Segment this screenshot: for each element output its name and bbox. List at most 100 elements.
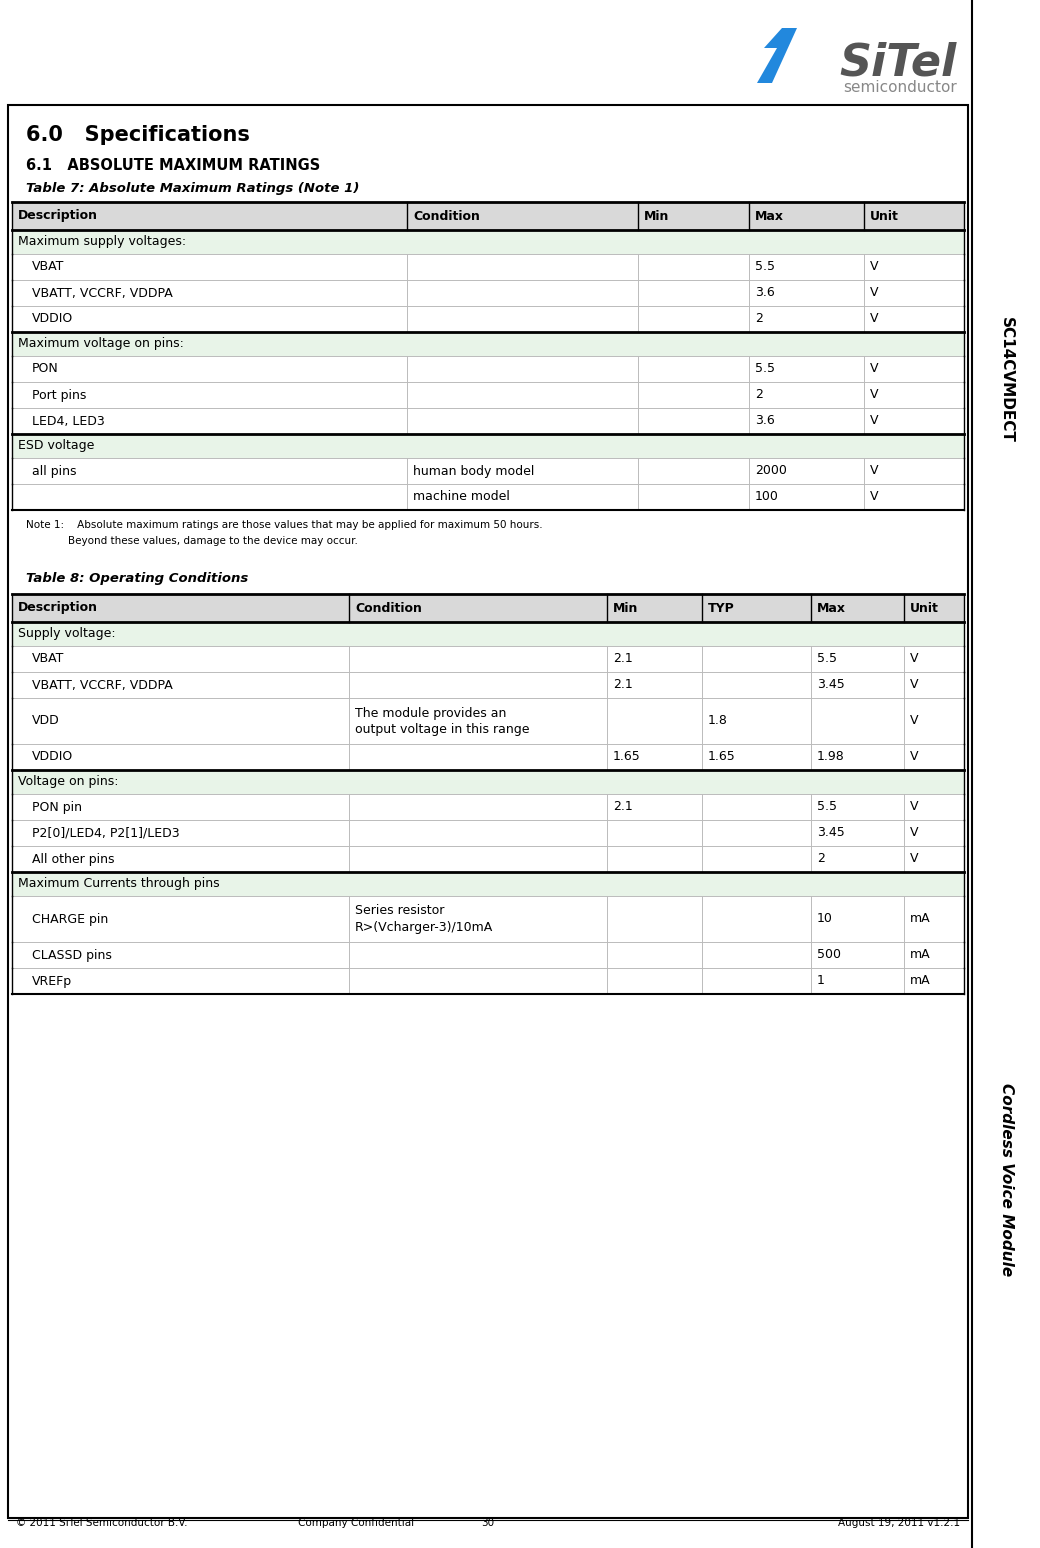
- Text: Description: Description: [18, 209, 98, 223]
- Bar: [12, 943, 964, 968]
- Text: V: V: [910, 653, 918, 666]
- Text: Port pins: Port pins: [32, 389, 86, 401]
- Text: V: V: [870, 491, 879, 503]
- Text: V: V: [870, 362, 879, 376]
- Text: 5.5: 5.5: [817, 653, 837, 666]
- Text: 2000: 2000: [755, 464, 787, 477]
- Bar: [12, 485, 964, 509]
- Text: 2: 2: [755, 313, 763, 325]
- Text: 2: 2: [755, 389, 763, 401]
- Text: 2.1: 2.1: [613, 653, 632, 666]
- Bar: [12, 794, 964, 820]
- Text: August 19, 2011 v1.2.1: August 19, 2011 v1.2.1: [838, 1519, 960, 1528]
- Text: 2: 2: [817, 853, 825, 865]
- Text: Series resistor: Series resistor: [355, 904, 444, 918]
- Text: 30: 30: [482, 1519, 495, 1528]
- Text: Condition: Condition: [355, 602, 422, 615]
- Bar: [12, 896, 964, 943]
- Bar: [12, 698, 964, 745]
- Text: 500: 500: [817, 949, 841, 961]
- Text: Note 1:    Absolute maximum ratings are those values that may be applied for max: Note 1: Absolute maximum ratings are tho…: [26, 520, 543, 529]
- Text: all pins: all pins: [32, 464, 77, 477]
- Text: Maximum voltage on pins:: Maximum voltage on pins:: [18, 337, 184, 350]
- Bar: [12, 745, 964, 769]
- Text: Description: Description: [18, 602, 98, 615]
- Text: VBATT, VCCRF, VDDPA: VBATT, VCCRF, VDDPA: [32, 678, 173, 692]
- Text: V: V: [910, 751, 918, 763]
- Text: 2.1: 2.1: [613, 678, 632, 692]
- Text: 6.1   ABSOLUTE MAXIMUM RATINGS: 6.1 ABSOLUTE MAXIMUM RATINGS: [26, 158, 320, 173]
- Bar: [12, 646, 964, 672]
- Text: V: V: [870, 415, 879, 427]
- Text: SC14CVMDECT: SC14CVMDECT: [998, 317, 1014, 443]
- Text: VDD: VDD: [32, 715, 59, 728]
- Text: Min: Min: [613, 602, 639, 615]
- Bar: [12, 331, 964, 356]
- Text: 5.5: 5.5: [755, 362, 775, 376]
- Text: Min: Min: [644, 209, 670, 223]
- Text: 2.1: 2.1: [613, 800, 632, 814]
- Text: VBAT: VBAT: [32, 653, 64, 666]
- PathPatch shape: [757, 28, 797, 84]
- Text: 1.8: 1.8: [708, 715, 728, 728]
- Bar: [12, 672, 964, 698]
- Text: VREFp: VREFp: [32, 975, 72, 988]
- Text: V: V: [910, 800, 918, 814]
- Text: mA: mA: [910, 912, 931, 926]
- Bar: [12, 433, 964, 458]
- Bar: [12, 769, 964, 794]
- Text: semiconductor: semiconductor: [843, 80, 957, 96]
- Text: V: V: [870, 313, 879, 325]
- Text: CLASSD pins: CLASSD pins: [32, 949, 112, 961]
- Text: Cordless Voice Module: Cordless Voice Module: [998, 1084, 1014, 1277]
- Text: 1.65: 1.65: [708, 751, 735, 763]
- Bar: [12, 820, 964, 847]
- Text: 3.45: 3.45: [817, 678, 844, 692]
- Bar: [12, 254, 964, 280]
- Text: ESD voltage: ESD voltage: [18, 440, 95, 452]
- Text: LED4, LED3: LED4, LED3: [32, 415, 105, 427]
- Bar: [12, 458, 964, 485]
- Text: PON pin: PON pin: [32, 800, 82, 814]
- Bar: [12, 356, 964, 382]
- Text: V: V: [910, 853, 918, 865]
- Text: VBAT: VBAT: [32, 260, 64, 274]
- Text: mA: mA: [910, 949, 931, 961]
- Text: Maximum supply voltages:: Maximum supply voltages:: [18, 235, 186, 249]
- Text: The module provides an: The module provides an: [355, 706, 506, 720]
- Text: 6.0   Specifications: 6.0 Specifications: [26, 125, 250, 146]
- Bar: [12, 622, 964, 646]
- Text: P2[0]/LED4, P2[1]/LED3: P2[0]/LED4, P2[1]/LED3: [32, 827, 180, 839]
- Text: Unit: Unit: [870, 209, 899, 223]
- Text: V: V: [910, 827, 918, 839]
- Text: 3.45: 3.45: [817, 827, 844, 839]
- Text: V: V: [870, 464, 879, 477]
- Bar: [12, 280, 964, 307]
- Text: SiTel: SiTel: [839, 42, 957, 85]
- Text: V: V: [870, 260, 879, 274]
- Text: Voltage on pins:: Voltage on pins:: [18, 776, 119, 788]
- Text: Table 8: Operating Conditions: Table 8: Operating Conditions: [26, 573, 249, 585]
- Text: VDDIO: VDDIO: [32, 751, 73, 763]
- Text: 1.98: 1.98: [817, 751, 844, 763]
- Text: V: V: [910, 678, 918, 692]
- Text: output voltage in this range: output voltage in this range: [355, 723, 529, 735]
- Bar: [12, 201, 964, 231]
- Text: TYP: TYP: [708, 602, 734, 615]
- Text: machine model: machine model: [413, 491, 510, 503]
- Bar: [12, 231, 964, 254]
- Text: Max: Max: [817, 602, 846, 615]
- Text: R>(Vcharger-3)/10mA: R>(Vcharger-3)/10mA: [355, 921, 493, 933]
- Bar: [12, 847, 964, 872]
- Text: V: V: [910, 715, 918, 728]
- Text: CHARGE pin: CHARGE pin: [32, 912, 108, 926]
- Bar: [12, 872, 964, 896]
- Text: 1.65: 1.65: [613, 751, 641, 763]
- Text: 10: 10: [817, 912, 833, 926]
- Bar: [12, 968, 964, 994]
- Bar: [12, 382, 964, 409]
- Text: 3.6: 3.6: [755, 286, 775, 299]
- Bar: [12, 594, 964, 622]
- Text: Table 7: Absolute Maximum Ratings (Note 1): Table 7: Absolute Maximum Ratings (Note …: [26, 183, 360, 195]
- Text: V: V: [870, 286, 879, 299]
